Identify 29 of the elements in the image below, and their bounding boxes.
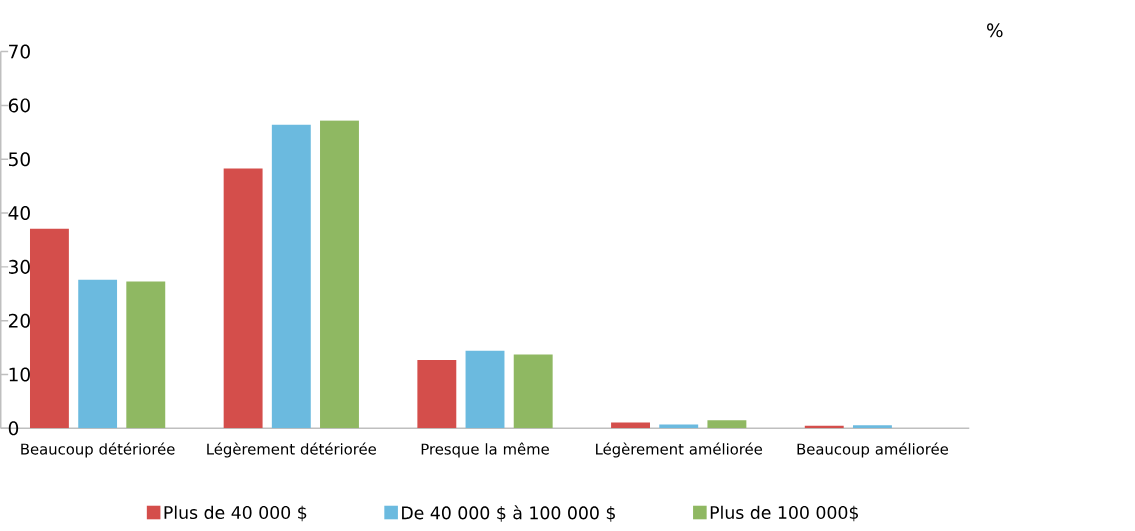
bar — [465, 350, 505, 429]
y-tick-label: 10 — [9, 367, 30, 382]
bar — [852, 425, 892, 429]
x-tick-label: Légèrement détériorée — [207, 442, 376, 458]
legend-label: Plus de 100 000$ — [710, 505, 858, 522]
y-tick-label: 70 — [9, 44, 30, 59]
y-tick-label: 60 — [8, 98, 30, 113]
bar — [271, 124, 311, 429]
y-tick-label: 50 — [9, 152, 30, 167]
x-tick-label: Beaucoup détériorée — [21, 442, 175, 458]
bar — [29, 228, 69, 429]
y-tick-label: 30 — [8, 259, 30, 274]
y-tick-label: 0 — [8, 421, 19, 436]
bar — [611, 422, 650, 429]
y-tick-label: 40 — [8, 205, 30, 220]
bar — [513, 354, 553, 429]
bar — [417, 359, 457, 429]
bar — [707, 420, 747, 429]
x-tick-label: Beaucoup améliorée — [797, 442, 949, 458]
bar — [78, 279, 118, 429]
x-tick-label: Légèrement améliorée — [596, 442, 763, 458]
y-axis-title: % — [987, 23, 1003, 38]
y-tick-label: 20 — [8, 313, 30, 328]
legend-label: Plus de 40 000 $ — [164, 505, 307, 522]
bar — [126, 281, 166, 429]
legend-label: De 40 000 $ à 100 000 $ — [402, 505, 615, 522]
bar — [320, 120, 359, 429]
x-tick-label: Presque la même — [421, 442, 549, 458]
bar — [223, 168, 263, 429]
